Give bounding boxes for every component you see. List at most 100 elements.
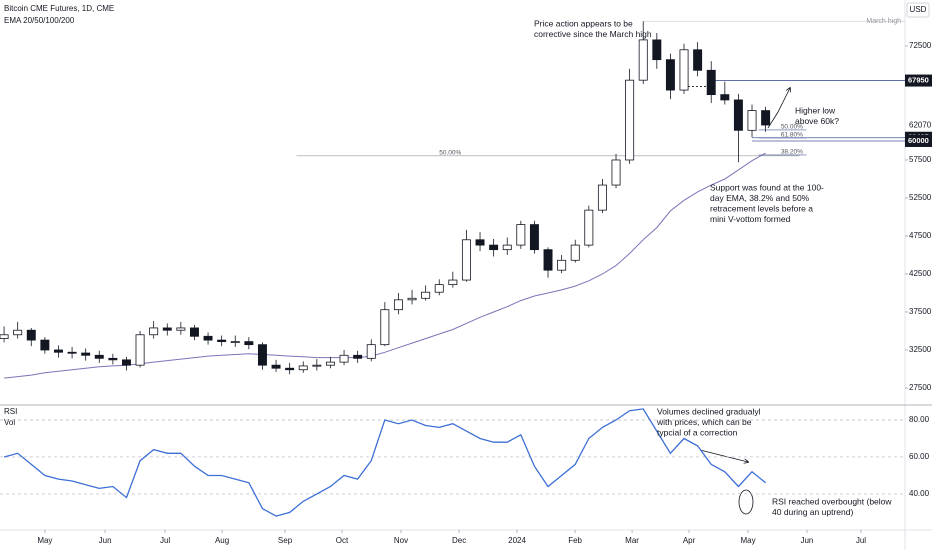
- candle-body: [489, 244, 499, 251]
- y-tick-label: 72500: [909, 41, 932, 50]
- candle-body: [176, 327, 186, 331]
- y-tick-label: 37500: [909, 307, 932, 316]
- level-label: March high: [866, 18, 901, 25]
- candle-body: [761, 110, 771, 126]
- candle-body: [570, 244, 580, 261]
- x-tick-label: Feb: [568, 536, 582, 545]
- y2-tick-label: 40.00: [909, 489, 930, 498]
- annotation: typcial of a correction: [657, 427, 738, 437]
- candle-body: [13, 329, 23, 336]
- candle-body: [189, 327, 199, 337]
- candle-body: [448, 279, 458, 286]
- candle-body: [285, 367, 295, 371]
- candle-body: [543, 249, 553, 271]
- candle-body: [312, 364, 322, 367]
- fib-label: 50.00%: [781, 124, 803, 131]
- candle-body: [257, 344, 267, 366]
- candle-body: [747, 110, 757, 131]
- x-tick-label: 2024: [508, 536, 526, 545]
- candle-body: [584, 209, 594, 246]
- fib-label: 50.00%: [439, 150, 461, 157]
- candle-body: [597, 184, 607, 211]
- candle-body: [516, 224, 526, 246]
- x-tick-label: Jul: [160, 536, 170, 545]
- price-box: [905, 74, 932, 87]
- candle-body: [625, 79, 635, 161]
- candle-body: [325, 361, 335, 366]
- x-tick-label: Jul: [856, 536, 866, 545]
- x-tick-label: Nov: [394, 536, 408, 545]
- level-label: 60000: [908, 136, 929, 145]
- x-tick-label: Sep: [278, 536, 293, 545]
- x-tick-label: Dec: [452, 536, 466, 545]
- currency-button[interactable]: [906, 2, 930, 18]
- y2-tick-label: 60.00: [909, 452, 930, 461]
- arrow: [767, 88, 790, 129]
- annotation: day EMA, 38.2% and 50%: [710, 193, 810, 203]
- candle-body: [203, 335, 213, 341]
- x-tick-label: Mar: [625, 536, 639, 545]
- fib-label: 61.80%: [781, 132, 803, 139]
- chart-title: Bitcoin CME Futures, 1D, CME: [4, 4, 114, 13]
- y-tick-label: 32500: [909, 345, 932, 354]
- candle-body: [434, 284, 444, 293]
- candle-body: [679, 49, 689, 91]
- candle-body: [108, 357, 118, 361]
- indicator-label: EMA 20/50/100/200: [4, 16, 75, 25]
- vol-title: Vol: [4, 418, 15, 427]
- ema-line: [4, 152, 766, 379]
- candle-body: [693, 49, 703, 71]
- x-tick-label: Aug: [215, 536, 229, 545]
- candle-body: [421, 291, 431, 299]
- candle-body: [461, 239, 471, 281]
- annotation: above 60k?: [795, 116, 839, 126]
- candle-body: [53, 349, 63, 353]
- y-tick-label: 42500: [909, 269, 932, 278]
- x-tick-label: May: [37, 536, 52, 545]
- annotation: Support was found at the 100-: [710, 182, 824, 192]
- annotation: mini V-vottom formed: [710, 214, 791, 224]
- candle-body: [665, 59, 675, 91]
- candle-body: [393, 299, 403, 311]
- candle-body: [733, 99, 743, 131]
- candle-body: [26, 329, 36, 341]
- annotation: RSI reached overbought (below: [772, 496, 892, 506]
- candle-body: [652, 39, 662, 61]
- candle-body: [298, 365, 308, 371]
- annotation: retracement levels before a: [710, 203, 813, 213]
- price-box: [905, 134, 932, 147]
- currency-label: USD: [910, 5, 927, 14]
- candle-body: [271, 364, 281, 369]
- candle-body: [339, 354, 349, 363]
- candle-body: [502, 244, 512, 251]
- y-tick-label: 52500: [909, 193, 932, 202]
- x-tick-label: Jun: [800, 536, 813, 545]
- candle-body: [135, 334, 145, 366]
- candle-body: [611, 159, 621, 186]
- candle-body: [557, 259, 567, 271]
- candle-body: [475, 239, 485, 246]
- x-tick-label: Apr: [683, 536, 696, 545]
- candle-body: [407, 297, 417, 301]
- annotation: 40 during an uptrend): [772, 507, 853, 517]
- candle-body: [353, 354, 363, 359]
- candle-body: [230, 341, 240, 344]
- candle-body: [0, 334, 9, 339]
- annotation: Price action appears to be: [534, 18, 633, 28]
- candle-body: [162, 327, 172, 331]
- last-price-label: 62070: [909, 120, 932, 129]
- rsi-line: [3, 408, 767, 517]
- annotation: corrective since the March high: [534, 29, 652, 39]
- fib-label: 38.20%: [781, 149, 803, 156]
- candle-body: [67, 351, 77, 354]
- candle-body: [149, 327, 159, 336]
- y-tick-label: 57500: [909, 155, 932, 164]
- y-tick-label: 27500: [909, 383, 932, 392]
- candle-body: [380, 309, 390, 346]
- candle-body: [706, 69, 716, 96]
- highlight-circle: [738, 489, 754, 515]
- candle-body: [81, 352, 91, 356]
- candle-body: [366, 344, 376, 359]
- candle-body: [529, 224, 539, 251]
